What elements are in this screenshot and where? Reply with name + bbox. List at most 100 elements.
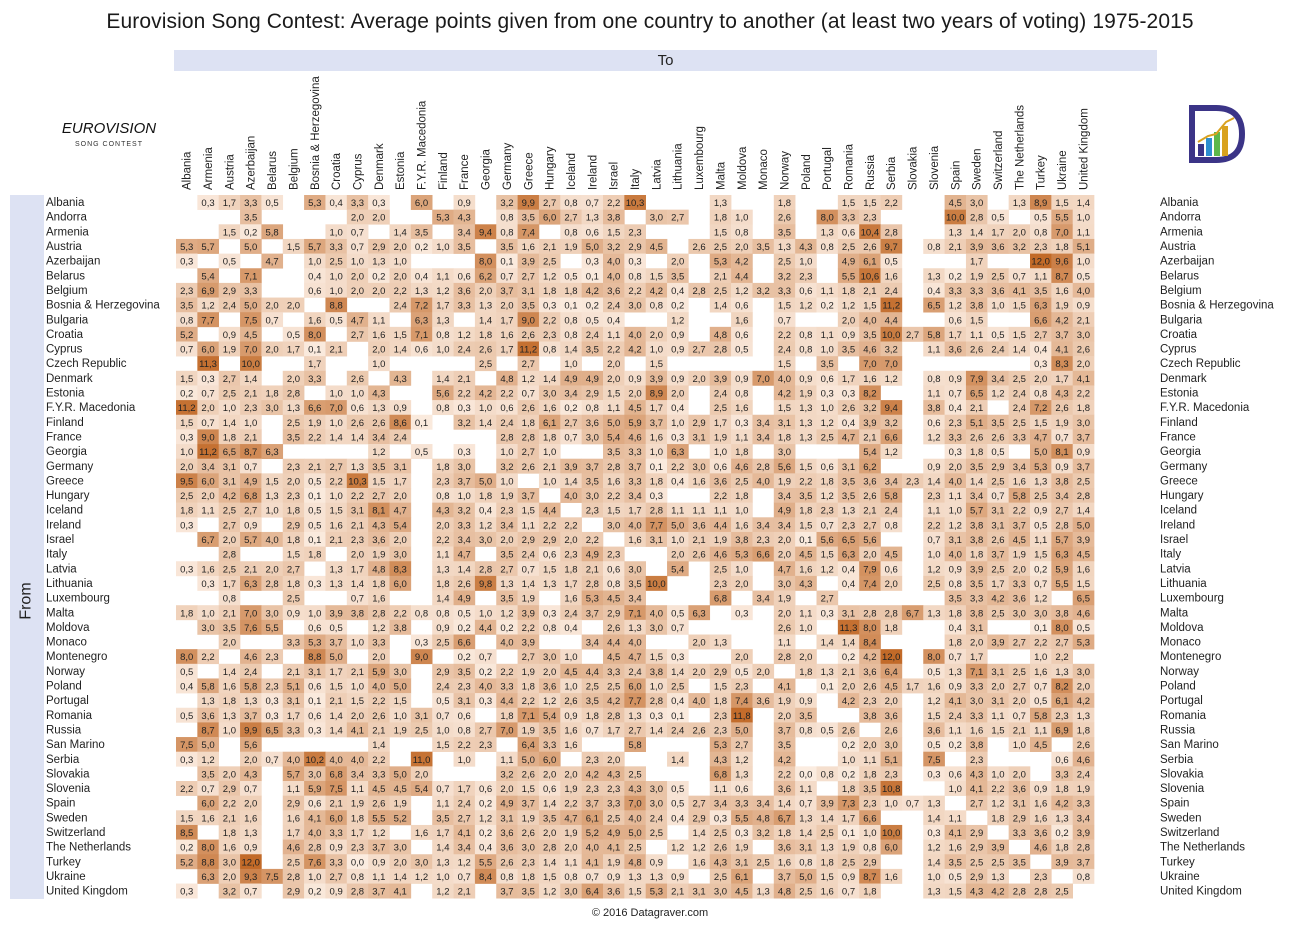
cell-value: 0,2 [244, 227, 257, 238]
cell-value: 3,8 [735, 535, 748, 546]
cell-value: 2,4 [607, 301, 620, 312]
heatmap-cell [304, 370, 326, 386]
cell-value: 1,8 [949, 608, 962, 619]
heatmap-cell [987, 341, 1009, 357]
heatmap-cell [901, 326, 924, 342]
cell-value: 2,6 [692, 725, 705, 736]
heatmap-cell [453, 473, 476, 489]
heatmap-cell [1008, 195, 1031, 210]
heatmap-cell [410, 326, 433, 342]
heatmap-cell [837, 517, 860, 533]
cell-value: 0,6 [543, 784, 556, 795]
heatmap-cell [304, 238, 326, 254]
heatmap-cell [176, 282, 198, 298]
cell-value: 0,4 [949, 403, 962, 414]
cell-value: 0,2 [586, 301, 599, 312]
cell-value: 6,6 [863, 813, 876, 824]
cell-value: 2,0 [692, 638, 705, 649]
cell-value: 1,4 [330, 711, 343, 722]
heatmap-cell [645, 488, 668, 503]
cell-value: 2,0 [1013, 769, 1026, 780]
cell-value: 0,1 [842, 828, 855, 839]
cell-value: 3,7 [586, 462, 599, 473]
cell-value: 0,8 [1077, 872, 1090, 883]
cell-value: 0,3 [201, 579, 214, 590]
cell-value: 3,0 [394, 550, 407, 561]
heatmap-cell [688, 238, 711, 254]
cell-value: 1,1 [949, 813, 962, 824]
cell-value: 1,0 [714, 447, 727, 458]
cell-value: 2,0 [265, 301, 278, 312]
heatmap-cell [496, 531, 518, 547]
cell-value: 1,8 [436, 579, 449, 590]
row-label-right: Belarus [1160, 270, 1199, 282]
cell-value: 5,3 [714, 740, 727, 751]
heatmap-cell [176, 370, 198, 386]
heatmap-cell [859, 414, 881, 430]
cell-value: 2,0 [735, 242, 748, 253]
heatmap-cell [837, 370, 860, 386]
heatmap-cell [944, 458, 967, 474]
heatmap-cell [1008, 488, 1031, 503]
cell-value: 0,7 [265, 315, 278, 326]
cell-value: 0,4 [949, 623, 962, 634]
cell-value: 4,0 [287, 755, 300, 766]
heatmap-cell [240, 502, 262, 518]
cell-value: 1,4 [799, 828, 812, 839]
cell-value: 11,0 [413, 755, 431, 766]
heatmap-cell [346, 195, 369, 210]
heatmap-cell [261, 488, 284, 503]
heatmap-cell [624, 385, 646, 401]
cell-value: 6,6 [757, 550, 770, 561]
cell-value: 0,7 [244, 784, 257, 795]
cell-value: 2,1 [330, 799, 343, 810]
cell-value: 4,4 [714, 520, 727, 531]
cell-value: 6,7 [778, 813, 791, 824]
cell-value: 3,2 [885, 345, 898, 356]
cell-value: 7,0 [863, 359, 876, 370]
heatmap-cell [240, 370, 262, 386]
heatmap-cell [346, 209, 369, 225]
heatmap-cell [560, 517, 582, 533]
cell-value: 3,5 [372, 462, 385, 473]
row-label-right: Sweden [1160, 812, 1202, 824]
cell-value: 1,3 [1055, 813, 1068, 824]
cell-value: 1,8 [1055, 242, 1068, 253]
cell-value: 1,8 [821, 476, 834, 487]
cell-value: 3,2 [757, 828, 770, 839]
cell-value: 3,4 [1013, 462, 1026, 473]
heatmap-cell [474, 268, 497, 284]
column-header: Norway [779, 151, 791, 190]
cell-value: 7,1 [244, 271, 257, 282]
cell-value: 1,2 [821, 564, 834, 575]
heatmap-cell [923, 370, 945, 386]
heatmap-cell [645, 297, 668, 313]
row-label-left: Spain [46, 798, 75, 810]
cell-value: 2,2 [543, 520, 556, 531]
cell-value: 1,6 [372, 594, 385, 605]
cell-value: 1,4 [330, 725, 343, 736]
eurovision-logo-text: EUROVISION [62, 120, 156, 137]
cell-value: 5,2 [586, 828, 599, 839]
heatmap-cell [218, 458, 241, 474]
row-label-left: France [46, 431, 82, 443]
cell-value: 0,6 [458, 271, 471, 282]
cell-value: 8,4 [863, 638, 876, 649]
heatmap-cell [1008, 458, 1031, 474]
cell-value: 1,3 [351, 462, 364, 473]
heatmap-cell [987, 458, 1009, 474]
cell-value: 3,3 [1013, 828, 1026, 839]
cell-value: 1,1 [821, 330, 834, 341]
row-label-right: Turkey [1160, 856, 1195, 868]
cell-value: 2,3 [479, 740, 492, 751]
heatmap-cell [667, 326, 689, 342]
cell-value: 3,9 [522, 257, 535, 268]
cell-value: 8,7 [244, 447, 257, 458]
heatmap-cell [325, 473, 348, 489]
heatmap-cell [667, 517, 689, 533]
heatmap-cell [304, 341, 326, 357]
heatmap-cell [560, 414, 582, 430]
cell-value: 2,2 [714, 491, 727, 502]
cell-value: 0,2 [458, 652, 471, 663]
heatmap-cell [389, 414, 412, 430]
